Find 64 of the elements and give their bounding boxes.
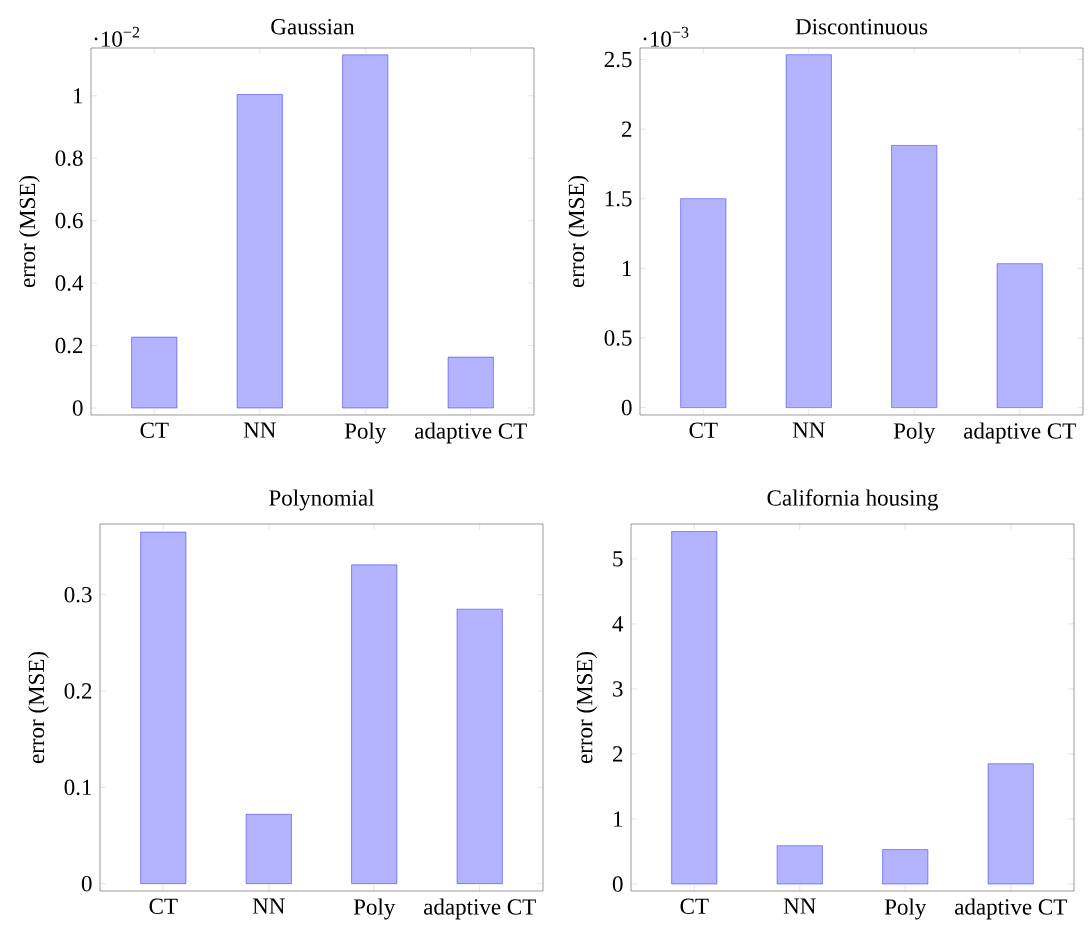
text: ·10$^{−3}$ <box>643 26 689 47</box>
y-tick-label: 0 <box>621 399 632 416</box>
y-tick-label: 0.5 <box>604 330 632 346</box>
bar <box>776 845 823 885</box>
y-tick-label: 0.4 <box>55 275 84 291</box>
bar <box>882 849 929 885</box>
x-tick-label: Poly <box>344 422 387 444</box>
x-tick-label: adaptive CT <box>955 898 1067 920</box>
y-tick-label: 5 <box>613 551 623 567</box>
text: ·10$^{−2}$ <box>94 26 140 47</box>
bar <box>131 336 178 409</box>
y-tick-label: 1 <box>623 260 632 276</box>
y-tick-label: 2.5 <box>604 51 632 68</box>
y-tick-label: 0.6 <box>55 212 83 229</box>
y-axis-title: error (MSE) <box>576 651 598 764</box>
x-tick-label: NN <box>252 898 285 914</box>
x-tick-label: Poly <box>893 422 936 444</box>
bar <box>996 263 1043 408</box>
x-tick-label: NN <box>783 898 816 914</box>
x-tick-label: NN <box>792 422 825 438</box>
y-tick-label: 4 <box>612 616 624 632</box>
bar <box>140 531 187 884</box>
x-tick-label: CT <box>140 422 169 438</box>
y-tick-label: 0.3 <box>64 586 92 603</box>
chart-title: Discontinuous <box>795 19 928 35</box>
y-tick-label: 1 <box>73 88 83 104</box>
y-tick-label: 2 <box>621 121 632 137</box>
bar <box>245 814 292 884</box>
y-axis-title: error (MSE) <box>18 176 40 288</box>
y-tick-label: 3 <box>613 681 623 697</box>
bar <box>456 608 503 884</box>
bar <box>351 564 398 884</box>
x-tick-label: CT <box>689 422 718 438</box>
y-tick-label: 1.5 <box>605 191 632 207</box>
y-tick-label: 2 <box>612 746 623 762</box>
bar <box>785 54 832 408</box>
y-axis-title: error (MSE) <box>27 652 49 764</box>
x-tick-label: adaptive CT <box>424 898 536 920</box>
x-tick-label: CT <box>680 898 709 914</box>
x-tick-label: Poly <box>353 898 396 920</box>
bar <box>671 531 718 885</box>
x-tick-label: CT <box>149 898 178 914</box>
y-tick-label: 0.1 <box>64 779 92 796</box>
y-tick-label: 0 <box>72 400 83 416</box>
y-tick-label: 0 <box>612 876 623 892</box>
x-tick-label: adaptive CT <box>415 422 527 444</box>
bar <box>236 94 283 409</box>
y-tick-label: 0.8 <box>55 150 83 167</box>
y-axis-title: error (MSE) <box>568 176 589 288</box>
bar <box>342 54 389 409</box>
y-tick-label: 0.2 <box>64 683 92 699</box>
y-tick-label: 0.2 <box>55 337 83 354</box>
bar <box>447 356 494 409</box>
y-tick-label: 0 <box>81 875 92 892</box>
chart-title: Gaussian <box>271 19 355 35</box>
y-tick-label: 1 <box>614 811 623 827</box>
bar <box>680 198 727 408</box>
x-tick-label: NN <box>243 422 276 438</box>
x-tick-label: adaptive CT <box>964 422 1076 444</box>
chart-title: California housing <box>767 489 939 511</box>
bar <box>891 145 938 408</box>
x-tick-label: Poly <box>884 898 927 920</box>
chart-title: Polynomial <box>269 489 375 511</box>
bar <box>987 763 1034 885</box>
